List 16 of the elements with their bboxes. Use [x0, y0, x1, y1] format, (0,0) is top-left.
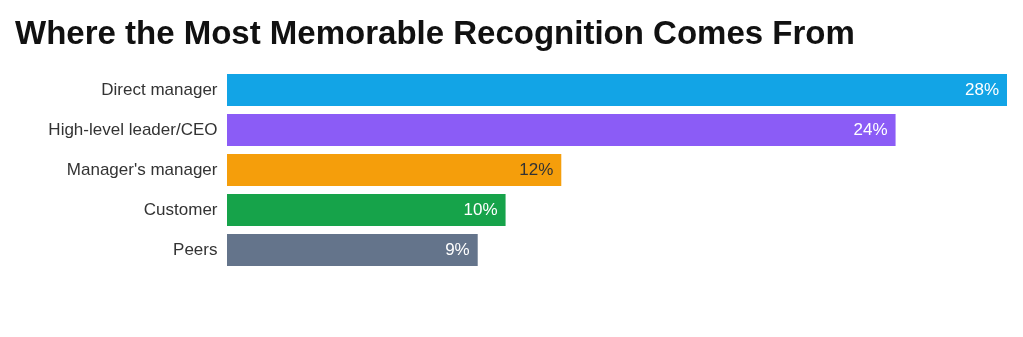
data-label: 12% — [519, 160, 554, 179]
bar — [227, 114, 896, 146]
data-label: 24% — [853, 120, 888, 139]
data-label: 9% — [445, 240, 470, 259]
data-label: 28% — [964, 80, 999, 99]
bar — [227, 154, 562, 186]
chart-title: Where the Most Memorable Recognition Comes From — [14, 13, 856, 53]
y-tick-label: High-level leader/CEO — [48, 120, 218, 139]
y-tick-label: Customer — [143, 200, 218, 219]
bar — [227, 234, 478, 266]
y-tick-label: Peers — [173, 240, 218, 259]
y-tick-label: Manager's manager — [66, 160, 218, 179]
y-tick-label: Direct manager — [101, 80, 218, 99]
bar — [227, 74, 1007, 106]
bar — [227, 194, 506, 226]
data-label: 10% — [463, 200, 498, 219]
